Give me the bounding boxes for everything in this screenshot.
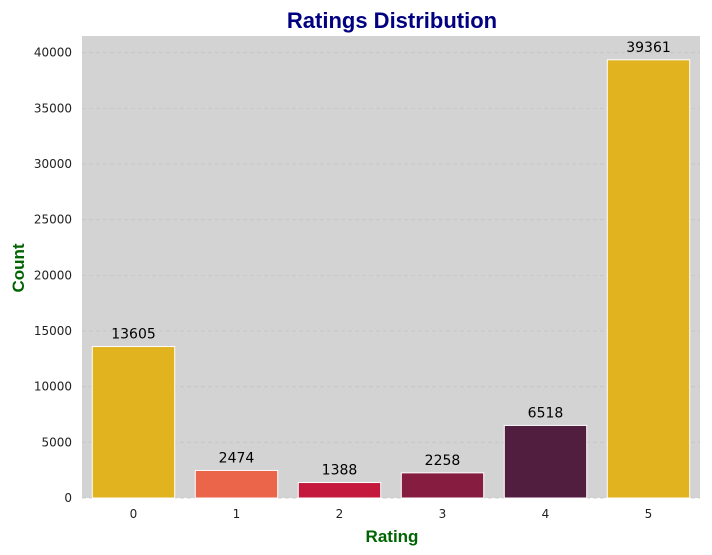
x-tick-label: 5: [645, 507, 653, 521]
y-axis-ticks: 0 5000 10000 15000 20000 25000 30000 35000 40000: [34, 46, 72, 505]
y-tick-label: 30000: [34, 157, 72, 171]
y-tick-label: 20000: [34, 268, 72, 282]
x-tick-label: 4: [542, 507, 550, 521]
data-label: 39361: [626, 40, 671, 56]
data-label: 2258: [425, 453, 461, 469]
chart-title: Ratings Distribution: [287, 8, 497, 33]
plot-area: [82, 36, 700, 498]
data-label: 6518: [528, 405, 564, 421]
x-tick-label: 0: [130, 507, 138, 521]
bar-rating-4: [503, 424, 588, 499]
y-tick-label: 40000: [34, 46, 72, 60]
data-label: 1388: [322, 463, 358, 479]
y-tick-label: 15000: [34, 324, 72, 338]
y-axis-label: Count: [9, 243, 28, 292]
y-tick-label: 5000: [41, 435, 72, 449]
y-tick-label: 35000: [34, 101, 72, 115]
bar-rating-0: [91, 346, 176, 499]
bar-rating-2: [297, 482, 382, 499]
x-tick-label: 3: [439, 507, 447, 521]
x-tick-label: 1: [233, 507, 241, 521]
x-tick-label: 2: [336, 507, 344, 521]
y-tick-label: 25000: [34, 213, 72, 227]
y-tick-label: 0: [64, 491, 72, 505]
y-tick-label: 10000: [34, 380, 72, 394]
bars: [91, 59, 691, 499]
x-axis-label: Rating: [366, 527, 419, 546]
x-axis-ticks: 0 1 2 3 4 5: [130, 507, 653, 521]
bar-rating-3: [400, 472, 485, 499]
gridlines: [82, 52, 700, 499]
bar-rating-1: [194, 469, 279, 499]
data-label: 13605: [111, 327, 156, 343]
bar-rating-5: [606, 59, 691, 499]
data-labels: 13605 2474 1388 2258 6518 39361: [111, 40, 671, 479]
data-label: 2474: [219, 450, 255, 466]
